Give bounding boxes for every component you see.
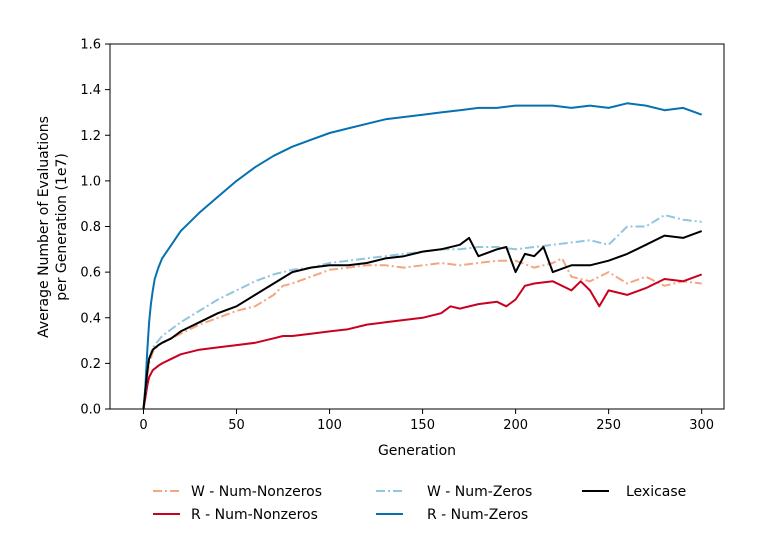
y-axis-title-line2: per Generation (1e7) [54, 153, 70, 301]
y-tick-label: 1.2 [80, 129, 101, 144]
y-tick-label: 0.0 [80, 403, 101, 418]
y-tick-label: 0.6 [80, 266, 101, 281]
y-axis-title-line1: Average Number of Evaluations [36, 116, 52, 338]
y-tick-label: 0.2 [80, 357, 101, 372]
x-axis-title: Generation [378, 443, 456, 459]
series-line-r-num-nonzeros [142, 273, 703, 410]
legend-label-lexicase: Lexicase [626, 484, 686, 500]
legend-label-r-num-nonzeros: R - Num-Nonzeros [191, 507, 318, 523]
x-tick-label: 100 [317, 418, 342, 433]
x-tick-label: 250 [596, 418, 621, 433]
series-line-lexicase [142, 230, 703, 410]
legend-label-w-num-nonzeros: W - Num-Nonzeros [191, 484, 322, 500]
y-axis-ticks: 0.0 0.2 0.4 0.6 0.8 1.0 1.2 1.4 1.6 [80, 38, 110, 418]
legend-label-r-num-zeros: R - Num-Zeros [427, 507, 528, 523]
series-line-r-num-zeros [142, 102, 703, 410]
x-tick-label: 300 [689, 418, 714, 433]
y-tick-label: 1.4 [80, 83, 101, 98]
legend: W - Num-Nonzeros R - Num-Nonzeros W - Nu… [153, 484, 686, 523]
legend-label-w-num-zeros: W - Num-Zeros [427, 484, 532, 500]
x-tick-label: 0 [139, 418, 147, 433]
y-tick-label: 0.8 [80, 220, 101, 235]
x-tick-label: 200 [503, 418, 528, 433]
y-tick-label: 0.4 [80, 311, 101, 326]
series-line-w-num-nonzeros [142, 257, 702, 410]
y-tick-label: 1.6 [80, 38, 101, 53]
series-line-w-num-zeros [142, 214, 702, 410]
x-tick-label: 50 [228, 418, 245, 433]
series-layer [142, 102, 703, 410]
x-tick-label: 150 [410, 418, 435, 433]
x-axis-ticks: 0 50 100 150 200 250 300 [139, 409, 714, 433]
y-tick-label: 1.0 [80, 174, 101, 189]
